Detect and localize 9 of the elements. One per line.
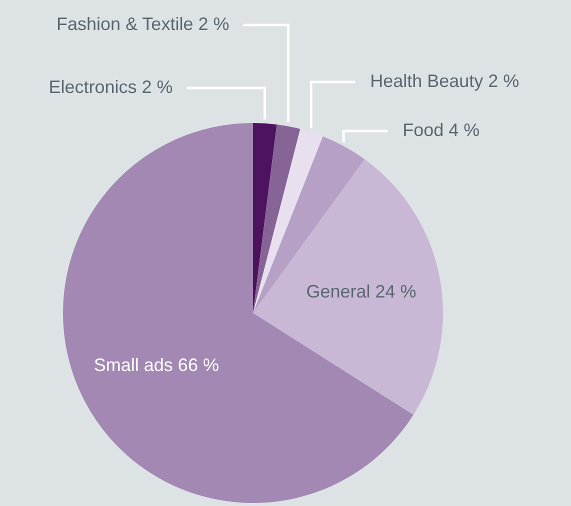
pie-slice <box>253 124 300 313</box>
slice-label: Fashion & Textile 2 % <box>56 14 230 34</box>
slice-label: General 24 % <box>306 281 416 302</box>
slice-label: Food 4 % <box>402 120 480 140</box>
slice-label: Health Beauty 2 % <box>370 71 520 91</box>
slice-label: Small ads 66 % <box>94 355 219 376</box>
pie-slice <box>253 159 443 415</box>
pie-slice <box>253 123 277 313</box>
slice-label: Electronics 2 % <box>48 77 173 97</box>
